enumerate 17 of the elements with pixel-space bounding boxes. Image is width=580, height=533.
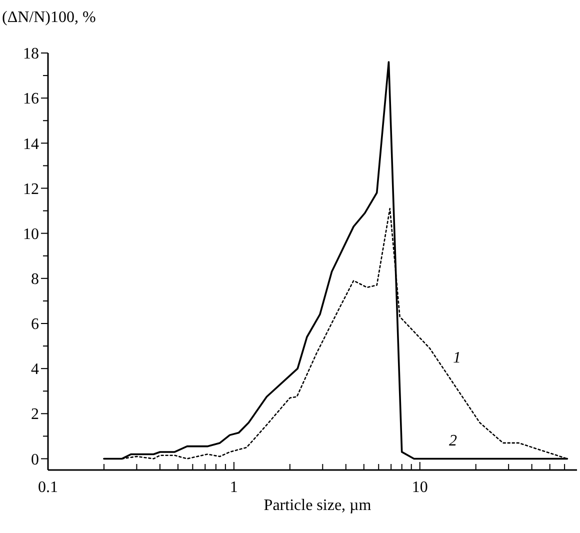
- y-tick-label: 8: [31, 271, 39, 288]
- x-axis-title: Particle size, µm: [264, 497, 372, 514]
- y-tick-label: 4: [31, 361, 39, 378]
- y-tick-label: 18: [23, 46, 39, 63]
- y-tick-label: 2: [31, 406, 39, 424]
- x-tick-label: 10: [412, 479, 428, 496]
- y-tick-label: 12: [23, 180, 39, 198]
- series-label: 2: [449, 432, 457, 450]
- y-tick-label: 16: [23, 90, 39, 108]
- y-axis-title: (ΔN/N)100, %: [2, 9, 96, 26]
- x-tick-label: 1: [230, 479, 238, 496]
- series-label: 1: [453, 350, 461, 367]
- y-tick-label: 14: [23, 136, 39, 153]
- y-tick-label: 10: [23, 226, 39, 243]
- x-tick-label: 0.1: [38, 479, 58, 496]
- y-tick-label: 6: [31, 316, 39, 334]
- y-tick-label: 0: [31, 451, 39, 468]
